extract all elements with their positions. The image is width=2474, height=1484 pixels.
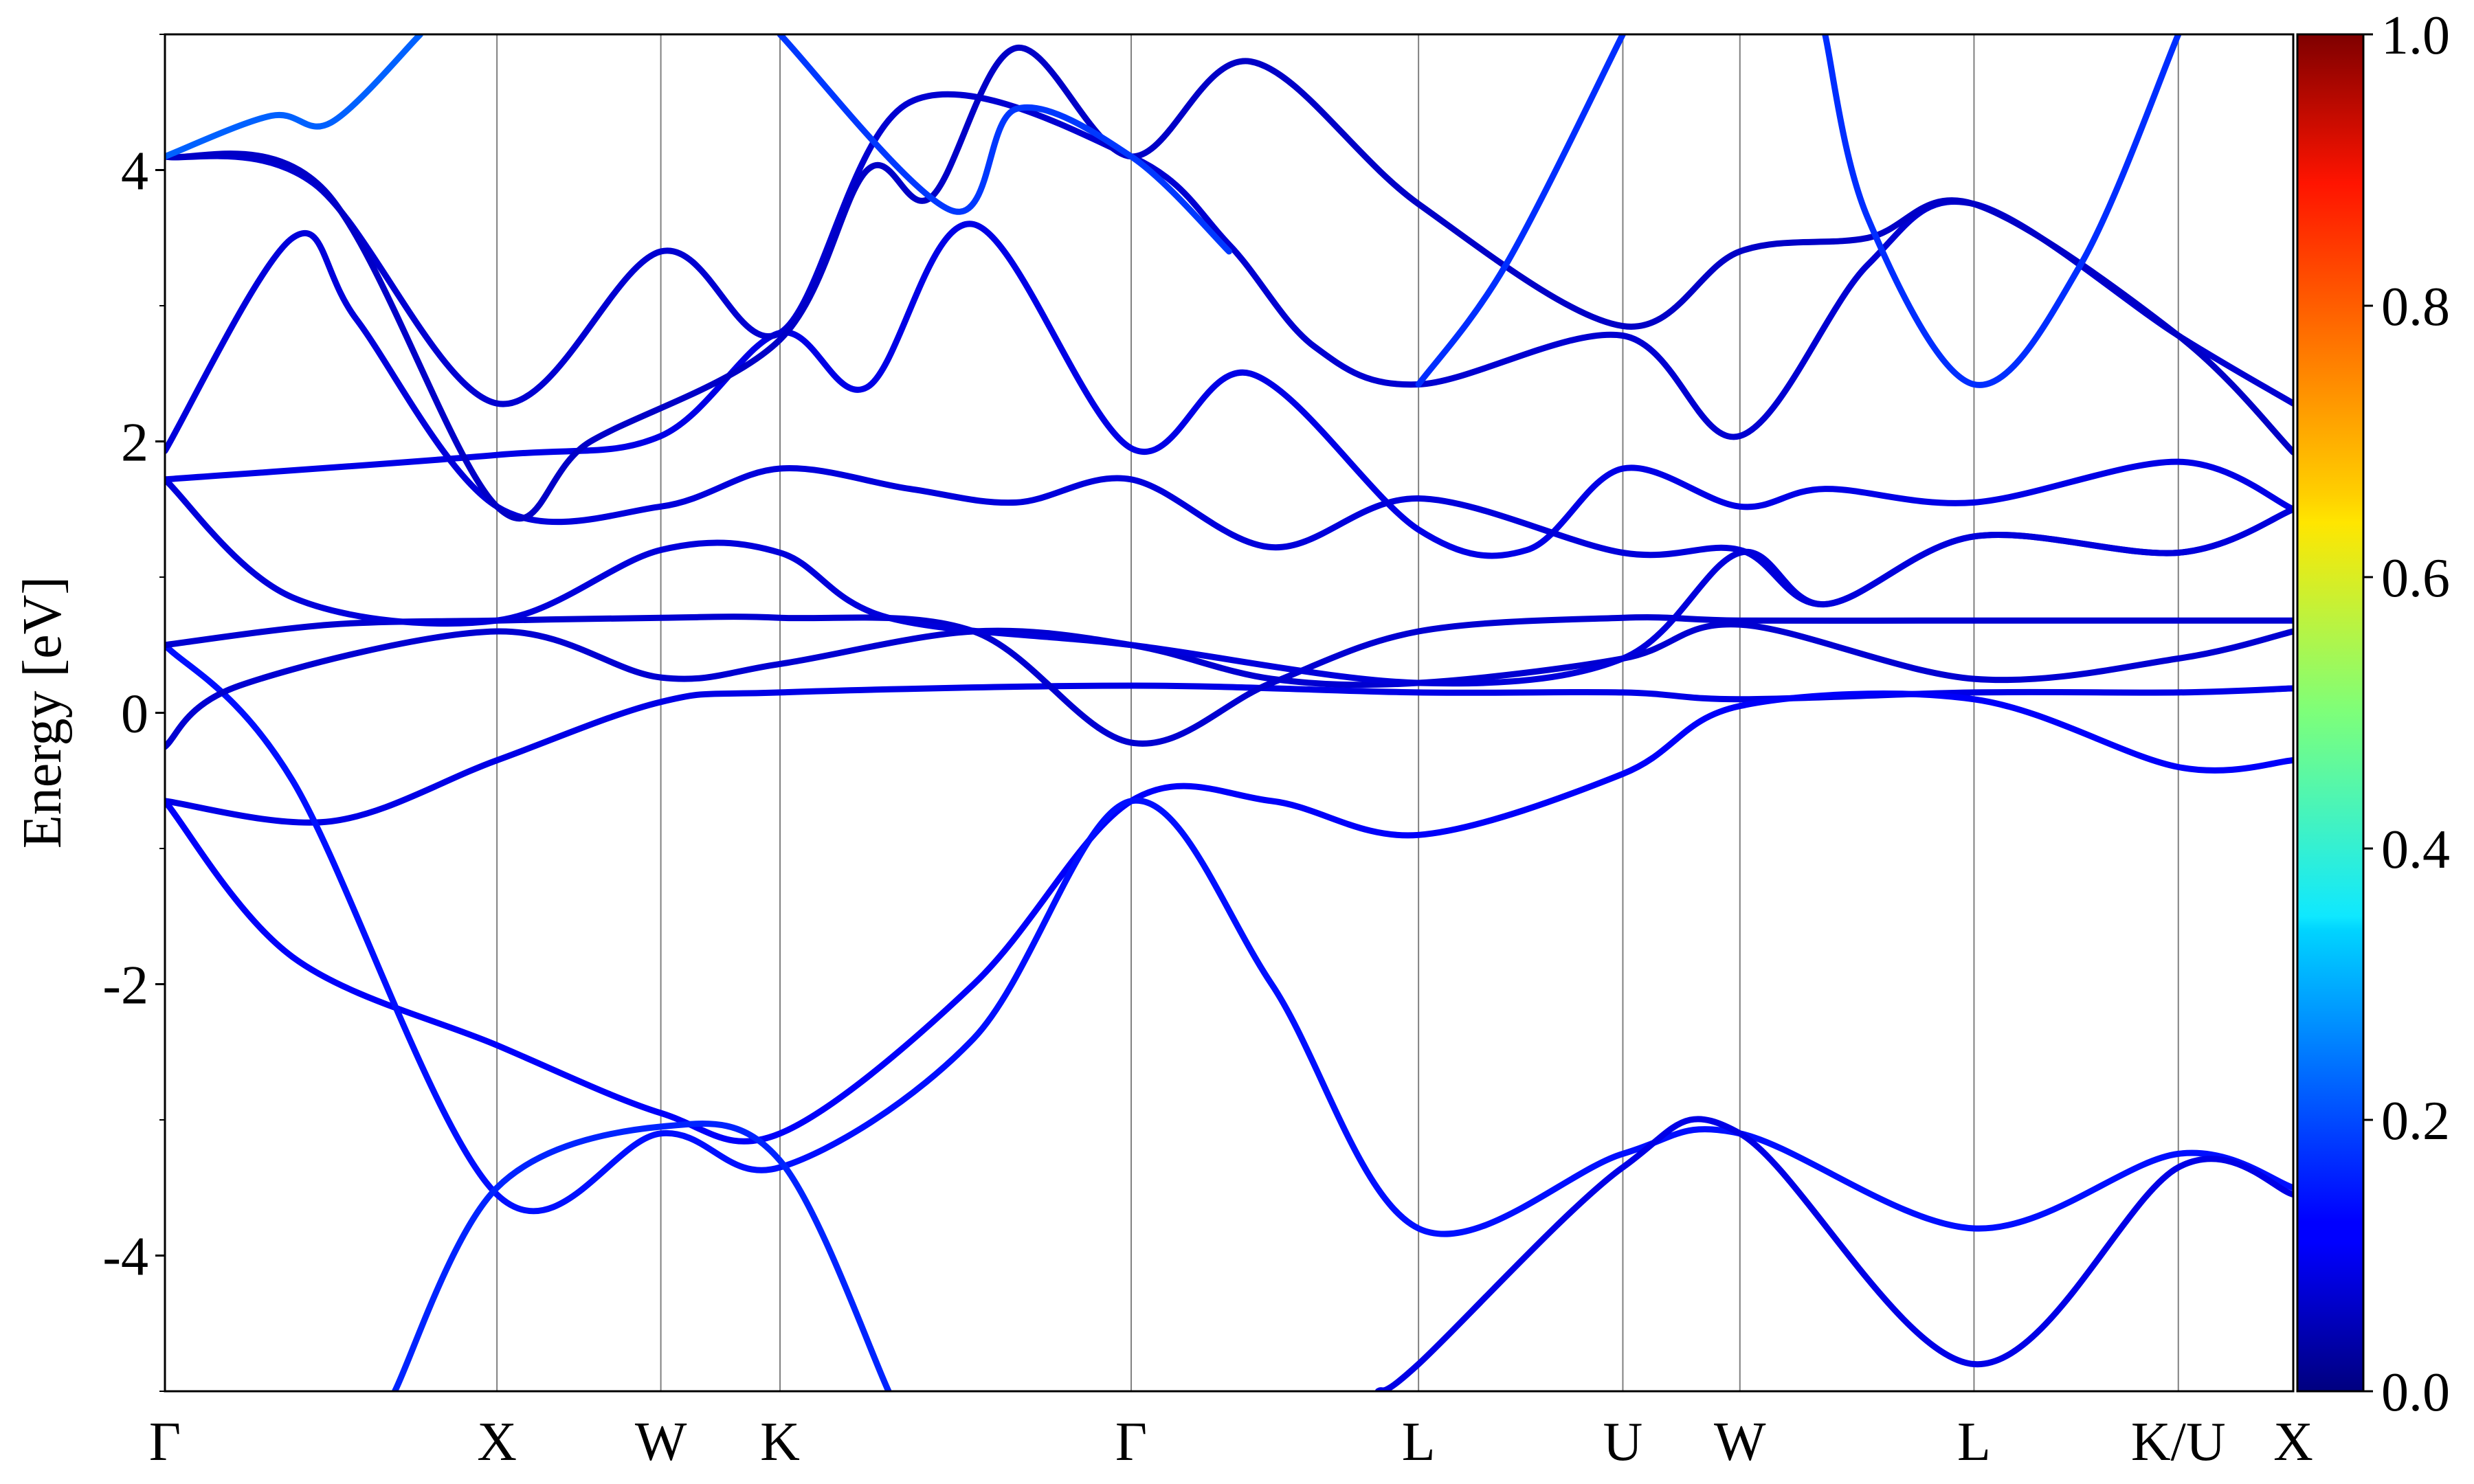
x-tick-label: K bbox=[760, 1412, 800, 1472]
colorbar-tick-label: 0.0 bbox=[2381, 1362, 2450, 1423]
y-tick-label: 4 bbox=[121, 142, 148, 202]
y-tick-label: -2 bbox=[102, 956, 148, 1016]
band-line bbox=[165, 34, 424, 160]
band-line bbox=[165, 614, 2293, 747]
band-line bbox=[165, 221, 2293, 559]
colorbar-tick-label: 1.0 bbox=[2381, 5, 2450, 66]
colorbar-tick-label: 0.2 bbox=[2381, 1091, 2450, 1151]
y-tick-label: -4 bbox=[102, 1227, 148, 1288]
kpath-gridlines bbox=[496, 34, 2179, 1391]
colorbar-tick-label: 0.8 bbox=[2381, 277, 2450, 337]
x-tick-label: Γ bbox=[1115, 1412, 1147, 1472]
band-lines bbox=[165, 34, 2293, 1391]
band-line bbox=[165, 682, 2293, 826]
x-tick-label: L bbox=[1402, 1412, 1436, 1472]
x-tick-label: W bbox=[1714, 1412, 1766, 1472]
colorbar bbox=[2296, 33, 2365, 1393]
colorbar-tick-label: 0.6 bbox=[2381, 548, 2450, 609]
band-line bbox=[165, 91, 2293, 440]
y-axis-title: Energy [eV] bbox=[12, 576, 73, 848]
y-tick-label: 2 bbox=[121, 413, 148, 473]
y-tick-label: 0 bbox=[121, 684, 148, 745]
band-line bbox=[392, 1121, 892, 1391]
x-tick-label: Γ bbox=[149, 1412, 181, 1472]
band-line bbox=[165, 229, 2293, 608]
band-line bbox=[165, 621, 2293, 750]
colorbar-ticks: 0.0 0.2 0.4 0.6 0.8 1.0 bbox=[2363, 5, 2450, 1423]
band-line bbox=[1415, 34, 1626, 387]
y-axis-ticks: -4 -2 0 2 4 bbox=[102, 34, 165, 1392]
x-tick-label: X bbox=[2273, 1412, 2313, 1472]
x-tick-label: L bbox=[1957, 1412, 1991, 1472]
x-tick-label: U bbox=[1603, 1412, 1643, 1472]
band-line bbox=[1822, 34, 2182, 388]
x-tick-label: W bbox=[635, 1412, 687, 1472]
band-line bbox=[1374, 1116, 2293, 1391]
band-line bbox=[165, 642, 2293, 1237]
colorbar-tick-label: 0.4 bbox=[2381, 820, 2450, 880]
band-line bbox=[165, 690, 2293, 1145]
x-tick-label: X bbox=[477, 1412, 517, 1472]
x-tick-label: K/U bbox=[2131, 1412, 2226, 1472]
band-line bbox=[777, 34, 1232, 255]
x-axis-ticks: Γ X W K Γ L U W L K/U X bbox=[149, 1412, 2313, 1472]
